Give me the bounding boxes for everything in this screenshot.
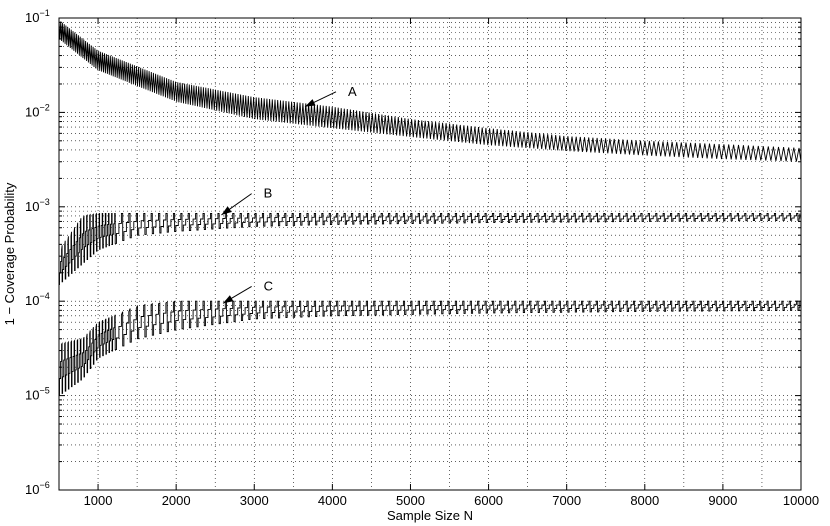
series-line-b xyxy=(58,212,801,286)
annotation-c: C xyxy=(222,278,273,304)
y-tick-label: 10−5 xyxy=(25,386,50,403)
x-tick-label: 2000 xyxy=(162,493,191,508)
annotation-label: B xyxy=(264,186,273,201)
annotation-arrow-head xyxy=(305,99,316,107)
x-tick-label: 7000 xyxy=(552,493,581,508)
x-axis-label: Sample Size N xyxy=(387,508,473,523)
y-axis-label: 1 − Coverage Probability xyxy=(2,182,17,325)
x-tick-label: 6000 xyxy=(474,493,503,508)
series-line-c xyxy=(58,300,801,397)
y-tick-label: 10−3 xyxy=(25,197,50,214)
x-tick-label: 1000 xyxy=(84,493,113,508)
y-tick-label: 10−2 xyxy=(25,102,50,119)
annotation-label: A xyxy=(348,84,357,99)
x-tick-label: 5000 xyxy=(396,493,425,508)
annotation-arrow-head xyxy=(223,295,234,304)
plot-area-frame xyxy=(58,17,802,491)
x-tick-label: 8000 xyxy=(630,493,659,508)
x-tick-label: 10000 xyxy=(783,493,819,508)
y-tick-label: 10−1 xyxy=(25,8,50,25)
grid-layer xyxy=(59,18,801,490)
y-tick-label: 10−4 xyxy=(25,291,50,308)
x-tick-label: 3000 xyxy=(240,493,269,508)
annotation-a: A xyxy=(304,84,357,108)
annotation-label: C xyxy=(264,278,273,293)
x-tick-label: 9000 xyxy=(708,493,737,508)
series-layer xyxy=(58,20,802,397)
series-line-a xyxy=(58,20,802,162)
annotations-layer: A B C xyxy=(221,84,357,304)
x-tick-label: 4000 xyxy=(318,493,347,508)
annotation-b: B xyxy=(221,186,273,216)
annotation-arrow-head xyxy=(221,206,232,215)
y-tick-label: 10−6 xyxy=(25,480,50,497)
ticks-layer: 1000 2000 3000 4000 5000 6000 7000 8000 9000 1000… xyxy=(25,8,819,508)
